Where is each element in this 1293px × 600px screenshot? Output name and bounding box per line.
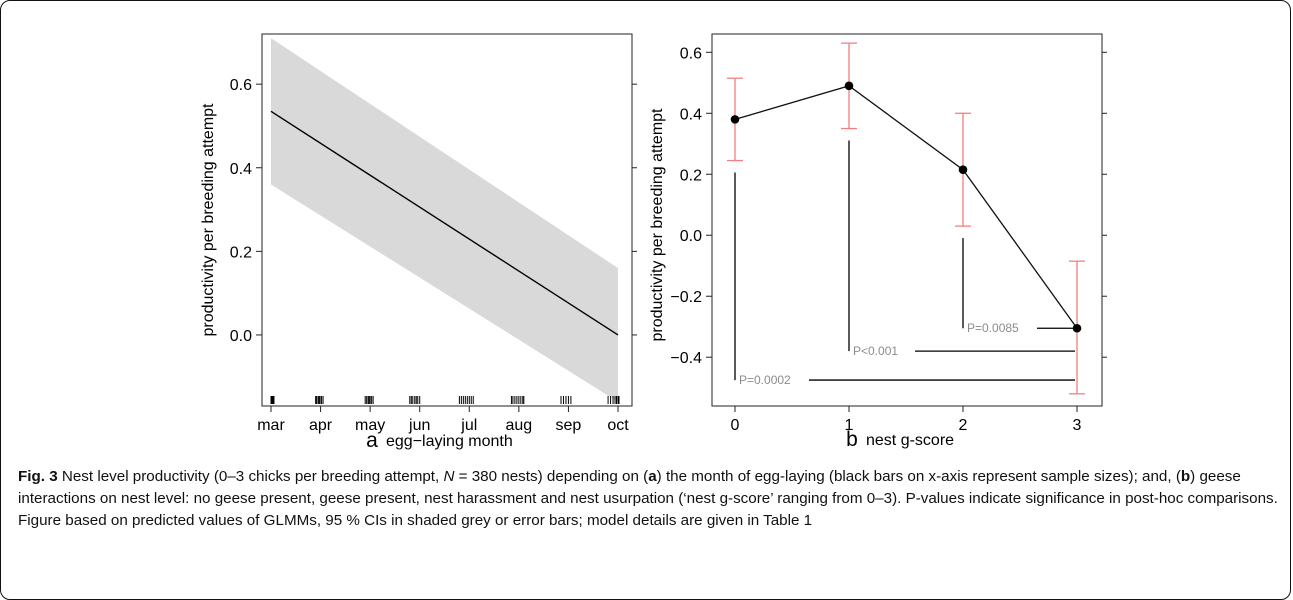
data-point (958, 165, 968, 174)
y-axis-label: productivity per breeding attempt (200, 103, 217, 337)
y-tick-label: 0.6 (230, 77, 252, 94)
caption-text-1: Nest level productivity (0–3 chicks per … (57, 468, 444, 485)
caption-a: a (648, 468, 657, 485)
x-tick-label: 1 (845, 417, 854, 434)
ci-band (271, 38, 618, 402)
y-tick-label: 0.6 (680, 45, 702, 62)
y-tick-label: 0.4 (230, 161, 252, 178)
x-tick-label: sep (556, 417, 582, 434)
right-axis-ticks (1102, 51, 1107, 358)
caption-text-4: ) geese interactions on nest level: no g… (18, 468, 1278, 529)
y-tick-label: 0.2 (680, 167, 702, 184)
panel-label-b: b (846, 428, 858, 451)
figure-caption: Fig. 3 Nest level productivity (0–3 chic… (18, 466, 1280, 532)
caption-text-2: = 380 nests) depending on ( (454, 468, 649, 485)
y-tick-label: 0.2 (230, 244, 252, 261)
p-value-label: P=0.0085 (967, 321, 1019, 335)
x-tick-label: 3 (1073, 417, 1082, 434)
p-value-label: P<0.001 (853, 344, 898, 358)
x-tick-label: oct (607, 417, 629, 434)
x-tick-label: aug (506, 417, 533, 434)
data-point (1072, 323, 1082, 333)
caption-n-symbol: N (443, 468, 455, 485)
y-axis-ticks: −0.4 −0.2 0.0 0.2 0.4 0.6 (670, 45, 712, 367)
y-tick-label: 0.0 (680, 228, 702, 245)
series-line (734, 85, 1078, 329)
error-bars (727, 42, 1085, 395)
figure-svg: 0.0 0.2 0.4 0.6 mar apr may jun jul aug sep oct pr… (200, 33, 1107, 452)
x-tick-label: 2 (959, 417, 968, 434)
y-axis-label: productivity per breeding attempt (649, 108, 666, 342)
y-tick-label: −0.2 (670, 289, 702, 306)
x-tick-label: may (355, 417, 385, 434)
right-axis-ticks (632, 83, 637, 336)
x-tick-label: apr (309, 417, 333, 434)
panel-label-a: a (366, 429, 378, 452)
panel-a: 0.0 0.2 0.4 0.6 mar apr may jun jul aug sep oct pr… (200, 33, 637, 452)
rug-ticks (270, 396, 620, 404)
y-tick-label: 0.4 (680, 106, 702, 123)
data-point (844, 81, 854, 91)
y-tick-label: 0.0 (230, 328, 252, 345)
data-point (730, 115, 740, 124)
panel-b: P=0.0002 P<0.001 P=0.0085 −0.4 −0.2 0.0 0.2 0.… (649, 33, 1107, 451)
x-axis-label: nest g-score (866, 432, 954, 449)
caption-fig-label: Fig. 3 (18, 468, 58, 485)
x-axis-label: egg−laying month (386, 433, 513, 450)
y-tick-label: −0.4 (670, 350, 702, 367)
data-points (730, 81, 1082, 333)
y-axis-ticks: 0.0 0.2 0.4 0.6 (230, 77, 262, 345)
x-tick-label: jun (408, 417, 430, 434)
p-value-label: P=0.0002 (739, 373, 791, 387)
panel-b-plot-border (711, 33, 1103, 407)
panel-a-plot-border (261, 33, 633, 407)
x-tick-label: 0 (731, 417, 740, 434)
x-axis-ticks: 0 1 2 3 (731, 406, 1082, 434)
x-tick-label: mar (257, 417, 285, 434)
caption-text-3: ) the month of egg-laying (black bars on… (656, 468, 1181, 485)
trend-line (270, 110, 619, 336)
comparison-lines: P=0.0002 P<0.001 P=0.0085 (734, 140, 1075, 387)
x-axis-ticks: mar apr may jun jul aug sep oct (257, 406, 629, 434)
caption-b: b (1180, 468, 1191, 485)
x-tick-label: jul (460, 417, 477, 434)
